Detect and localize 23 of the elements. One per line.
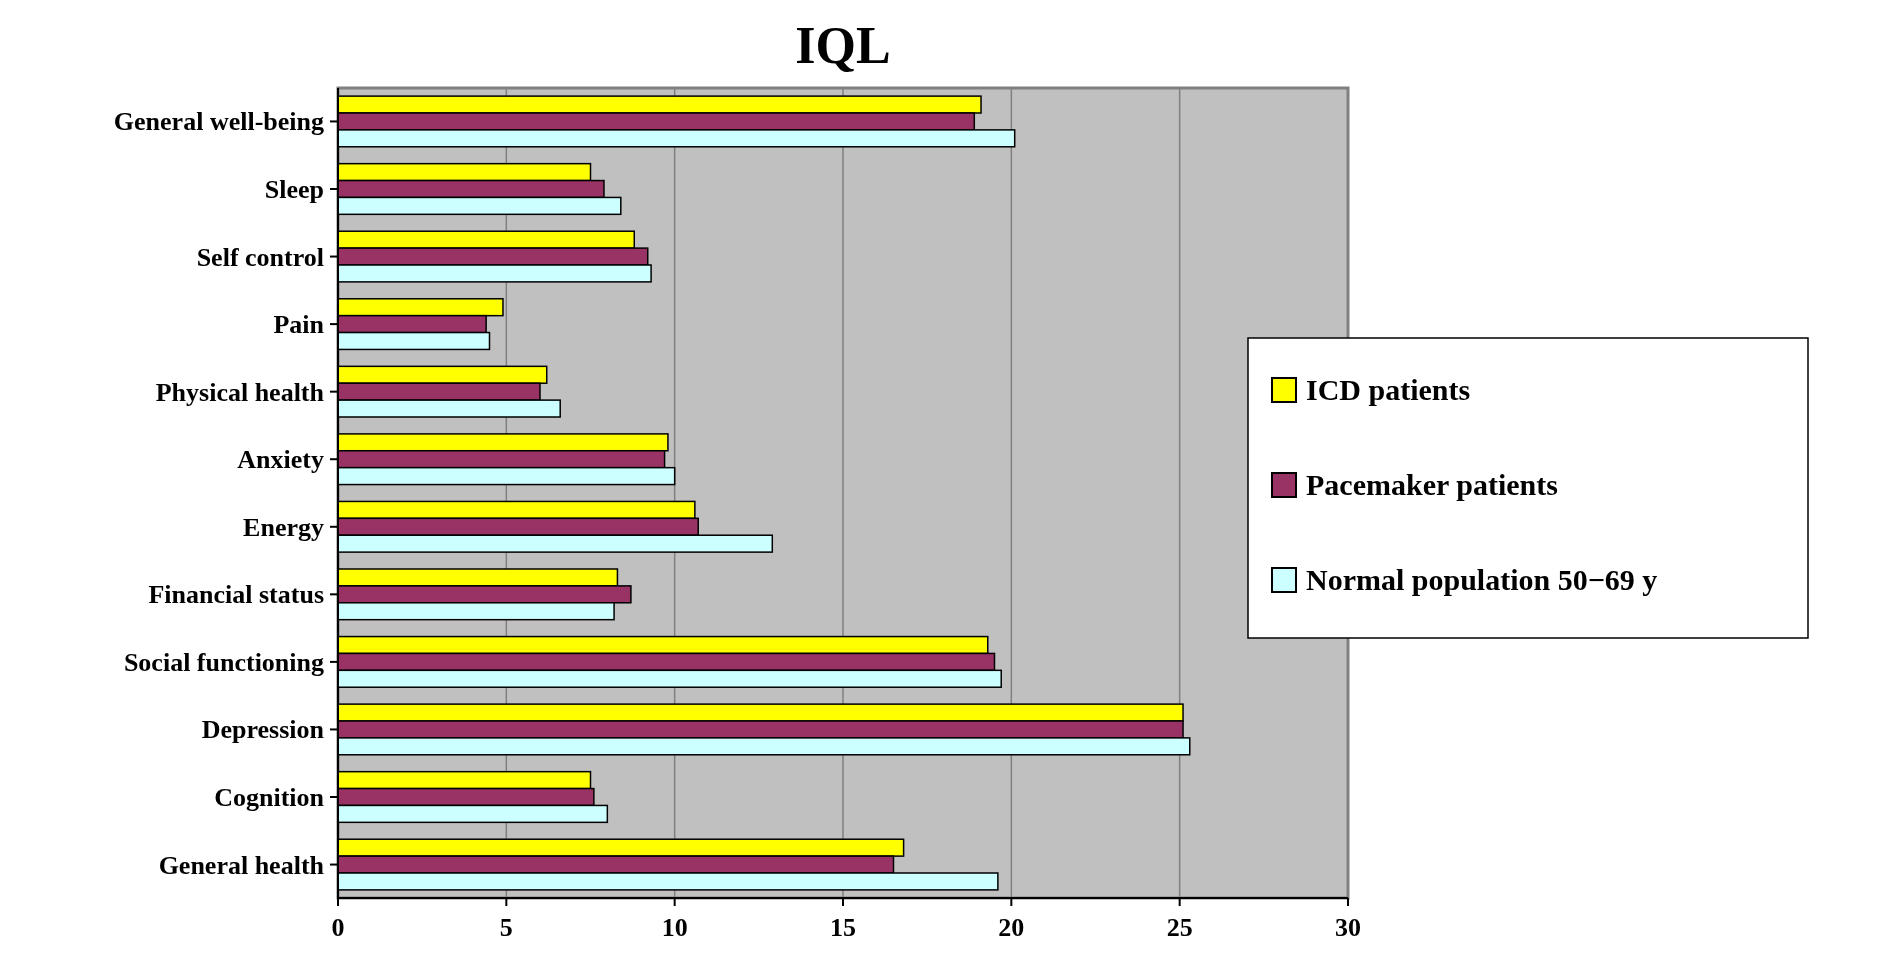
y-tick-label: Cognition xyxy=(214,783,325,812)
x-tick-label: 30 xyxy=(1335,913,1361,942)
y-tick-label: General health xyxy=(158,850,325,880)
y-tick-label: Social functioning xyxy=(123,647,324,677)
x-tick-label: 10 xyxy=(661,913,688,942)
x-tick-label: 20 xyxy=(998,913,1025,942)
y-tick-label: Anxiety xyxy=(237,445,324,475)
x-tick-label: 15 xyxy=(830,913,856,942)
x-tick-label: 0 xyxy=(331,913,345,942)
y-tick-label: Pain xyxy=(273,310,325,340)
legend-label: Pacemaker patients xyxy=(1306,468,1558,501)
y-tick-label: Self control xyxy=(196,242,324,272)
y-tick-label: Energy xyxy=(243,512,324,542)
y-tick-label: Depression xyxy=(201,715,325,745)
x-tick-label: 5 xyxy=(499,913,513,942)
y-tick-label: General well-being xyxy=(113,107,324,137)
y-tick-label: Physical health xyxy=(155,377,325,407)
y-tick-label: Sleep xyxy=(264,175,324,204)
chart-title: IQL xyxy=(795,17,891,74)
legend-label: ICD patients xyxy=(1306,373,1471,406)
legend-label: Normal population 50−69 y xyxy=(1306,563,1658,596)
y-tick-label: Financial status xyxy=(148,580,324,610)
x-tick-label: 25 xyxy=(1166,913,1193,942)
